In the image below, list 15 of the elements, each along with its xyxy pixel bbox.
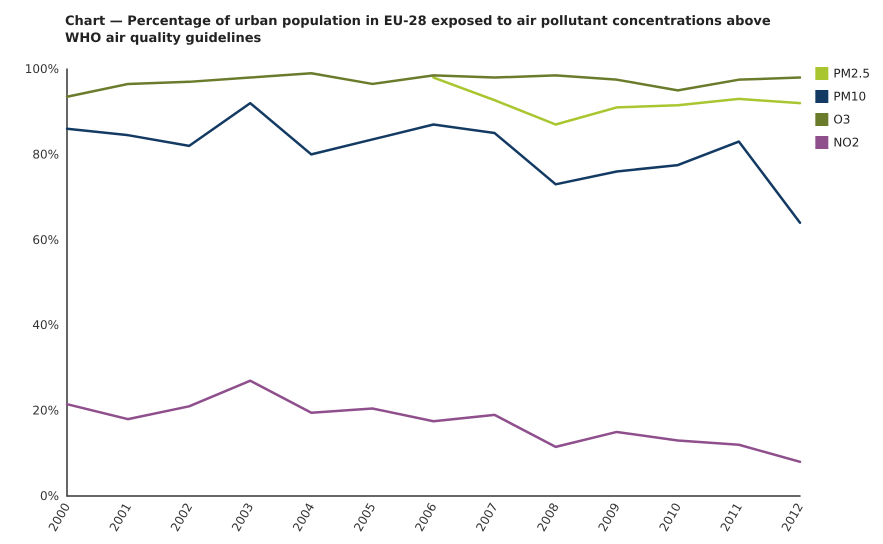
line-series (66, 102, 802, 224)
y-tick-label: 100% (24, 62, 59, 76)
legend-label: PM2.5 (833, 66, 870, 80)
line-series (432, 76, 802, 126)
y-tick-label: 60% (32, 232, 59, 247)
y-tick-label: 20% (32, 404, 59, 418)
y-tick-label: 0% (40, 489, 59, 503)
legend-label: PM10 (833, 90, 866, 104)
chart-title: Chart — Percentage of urban population in EU-28 exposed to air pollutant concentrations above WHO air quality guidelines (65, 14, 776, 46)
line-series (66, 379, 802, 464)
legend-label: NO2 (833, 136, 860, 150)
legend-label: O3 (833, 112, 850, 126)
line-series (66, 72, 802, 98)
y-tick-label: 40% (32, 318, 59, 332)
y-tick-label: 80% (32, 147, 59, 162)
